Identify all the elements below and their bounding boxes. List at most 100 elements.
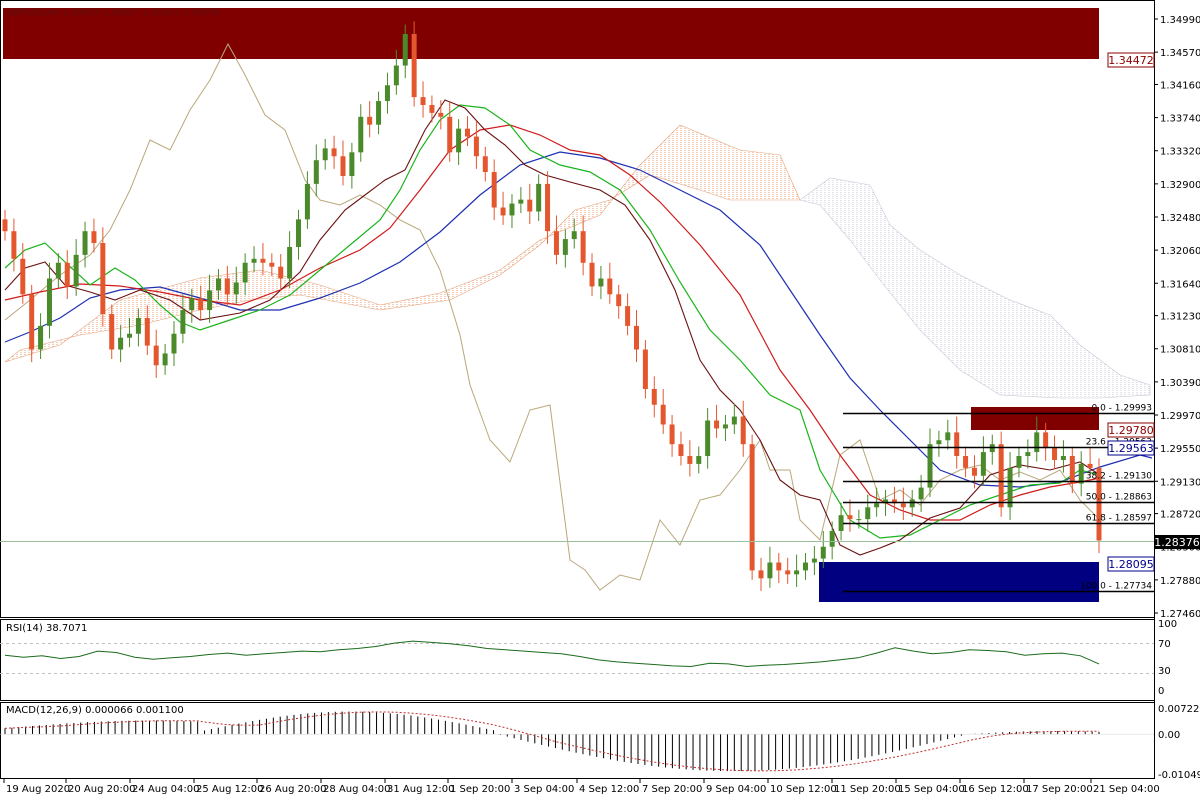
ichimoku-cloud bbox=[4, 124, 1151, 399]
candle-body bbox=[678, 444, 684, 457]
price-tag-box bbox=[1107, 422, 1155, 438]
price-tick-label: 1.34990 bbox=[1160, 15, 1200, 26]
time-tick-label: 1 Sep 20:00 bbox=[450, 784, 510, 795]
time-tick-label: 25 Aug 12:00 bbox=[196, 784, 263, 795]
candle-body bbox=[29, 294, 35, 350]
candle-body bbox=[1069, 456, 1075, 484]
candle-body bbox=[296, 219, 302, 247]
candle-body bbox=[224, 278, 230, 295]
time-tick-label: 3 Sep 04:00 bbox=[514, 784, 574, 795]
ma-red-line bbox=[4, 124, 1101, 521]
price-tag-text: 1.34472 bbox=[1108, 54, 1154, 67]
rsi-title: RSI(14) 38.7071 bbox=[6, 623, 87, 634]
price-tag-text: 1.28095 bbox=[1108, 558, 1154, 571]
candle-body bbox=[367, 116, 373, 125]
candle-body bbox=[438, 112, 444, 117]
candle-body bbox=[456, 128, 462, 153]
candle-body bbox=[865, 507, 871, 520]
candle-body bbox=[340, 156, 346, 176]
candle-body bbox=[562, 239, 568, 255]
candle-body bbox=[625, 306, 631, 326]
price-tag-box bbox=[1107, 556, 1155, 572]
time-tick-label: 15 Sep 04:00 bbox=[898, 784, 965, 795]
candle-body bbox=[856, 519, 862, 521]
candle-body bbox=[171, 333, 177, 354]
price-tick-label: 1.31640 bbox=[1160, 279, 1200, 290]
price-tick-label: 1.29550 bbox=[1160, 444, 1200, 455]
candle-body bbox=[571, 231, 577, 240]
ma-blue-line bbox=[4, 151, 1153, 488]
price-tag-text: 1.29780 bbox=[1108, 424, 1154, 437]
fib-level-label: 0.0 - 1.29993 bbox=[1092, 404, 1153, 414]
candle-body bbox=[536, 183, 542, 212]
candle-body bbox=[518, 199, 524, 204]
candle-body bbox=[100, 243, 106, 315]
fib-level-label: 50.0 - 1.28863 bbox=[1086, 493, 1152, 503]
candle-body bbox=[847, 515, 853, 520]
macd-tick-label: 0.00 bbox=[1158, 730, 1180, 741]
time-tick-label: 7 Sep 20:00 bbox=[642, 784, 702, 795]
candle-body bbox=[580, 231, 586, 263]
candle-body bbox=[189, 298, 195, 311]
candle-body bbox=[269, 262, 275, 267]
price-tick-label: 1.30390 bbox=[1160, 378, 1200, 389]
candle-body bbox=[1025, 452, 1031, 457]
candle-body bbox=[722, 424, 728, 429]
candle-body bbox=[731, 416, 737, 425]
candle-body bbox=[998, 444, 1004, 508]
rsi-tick-label: 70 bbox=[1158, 639, 1171, 650]
candle-body bbox=[971, 467, 977, 476]
candle-body bbox=[918, 487, 924, 500]
time-tick-label: 26 Aug 20:00 bbox=[259, 784, 326, 795]
candle-body bbox=[767, 562, 773, 579]
candle-body bbox=[260, 258, 266, 263]
candle-body bbox=[135, 317, 141, 334]
rsi-tick-label: 100 bbox=[1158, 619, 1177, 630]
candle-body bbox=[20, 258, 26, 295]
candle-body bbox=[589, 262, 595, 287]
candle-body bbox=[304, 183, 310, 220]
fib-level-label: 38.2 - 1.29130 bbox=[1086, 472, 1152, 482]
candle-body bbox=[891, 499, 897, 504]
rsi-panel: RSI(14) 38.7071 100 70 30 0 bbox=[0, 619, 1177, 697]
candle-body bbox=[669, 424, 675, 445]
candle-body bbox=[46, 278, 52, 326]
current-price-tag-text: 1.28376 bbox=[1154, 536, 1200, 549]
zones-layer bbox=[3, 8, 1099, 602]
candle-body bbox=[465, 128, 471, 137]
rsi-line bbox=[4, 640, 1100, 668]
candle-body bbox=[1060, 456, 1066, 460]
candle-body bbox=[144, 317, 150, 346]
candle-body bbox=[55, 262, 61, 279]
candle-body bbox=[776, 562, 782, 571]
candle-body bbox=[482, 156, 488, 173]
price-tick-label: 1.33320 bbox=[1160, 147, 1200, 158]
price-tick-label: 1.33740 bbox=[1160, 114, 1200, 125]
candle-body bbox=[883, 499, 889, 504]
candle-body bbox=[207, 290, 213, 311]
time-tick-label: 21 Sep 04:00 bbox=[1093, 784, 1160, 795]
price-tick-label: 1.30810 bbox=[1160, 345, 1200, 356]
price-tick-label: 1.32900 bbox=[1160, 180, 1200, 191]
candle-body bbox=[553, 231, 559, 255]
candle-body bbox=[820, 546, 826, 559]
candle-body bbox=[1016, 456, 1022, 468]
candle-body bbox=[393, 65, 399, 86]
candle-body bbox=[402, 33, 408, 66]
candle-body bbox=[162, 353, 168, 366]
candle-body bbox=[349, 152, 355, 176]
candle-body bbox=[1052, 448, 1058, 460]
candle-body bbox=[180, 310, 186, 334]
candle-body bbox=[785, 570, 791, 575]
macd-axis: 0.007229 0.00 -0.010494 bbox=[1158, 704, 1200, 781]
time-tick-label: 4 Sep 12:00 bbox=[579, 784, 639, 795]
candle-body bbox=[91, 231, 97, 244]
candle-body bbox=[242, 262, 248, 283]
price-tag-box bbox=[1107, 440, 1155, 456]
candle-body bbox=[642, 349, 648, 389]
candle-body bbox=[651, 388, 657, 405]
time-tick-label: 31 Aug 12:00 bbox=[387, 784, 454, 795]
